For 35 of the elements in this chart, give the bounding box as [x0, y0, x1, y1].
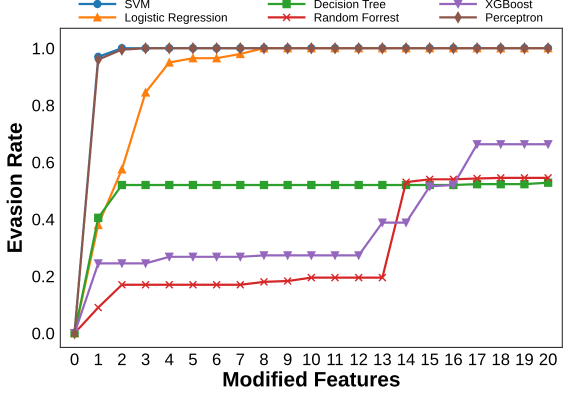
legend-label: Random Forrest: [314, 12, 399, 22]
legend-label: XGBoost: [485, 0, 532, 8]
x-tick-label: 16: [445, 353, 462, 366]
x-tick-label: 9: [284, 353, 292, 366]
x-tick-label: 11: [328, 354, 343, 366]
x-tick-label: 6: [212, 353, 221, 366]
x-tick-label: 1: [94, 354, 102, 366]
x-tick-label: 20: [540, 353, 557, 366]
x-tick-label: 3: [142, 353, 150, 366]
x-tick-label: 19: [516, 353, 533, 366]
y-tick-label: 0.8: [32, 100, 54, 112]
x-tick-label: 15: [422, 354, 438, 366]
legend-label: SVM: [125, 0, 150, 8]
y-axis-title: Evasion Rate: [6, 123, 22, 252]
x-tick-label: 17: [469, 354, 486, 366]
y-tick-label: 0.6: [32, 156, 54, 168]
x-tick-label: 2: [118, 353, 126, 366]
x-tick-label: 8: [260, 353, 268, 366]
x-tick-label: 4: [165, 354, 174, 366]
legend-label: Perceptron: [486, 13, 542, 24]
y-tick-label: 1.0: [32, 42, 54, 54]
y-tick-label: 0.0: [32, 328, 54, 340]
x-tick-label: 18: [492, 353, 510, 366]
x-axis-title: Modified Features: [224, 371, 400, 387]
y-tick-label: 0.4: [32, 214, 54, 226]
legend-label: Logistic Regression: [126, 12, 227, 24]
x-tick-label: 0: [70, 353, 79, 366]
y-tick-label: 0.2: [32, 270, 54, 282]
x-tick-label: 7: [236, 354, 244, 366]
legend-label: Decision Tree: [314, 0, 386, 8]
x-tick-label: 12: [350, 353, 368, 366]
x-tick-label: 5: [188, 354, 197, 366]
x-tick-label: 10: [303, 353, 320, 366]
x-tick-label: 14: [398, 354, 415, 366]
x-tick-label: 13: [374, 353, 391, 366]
